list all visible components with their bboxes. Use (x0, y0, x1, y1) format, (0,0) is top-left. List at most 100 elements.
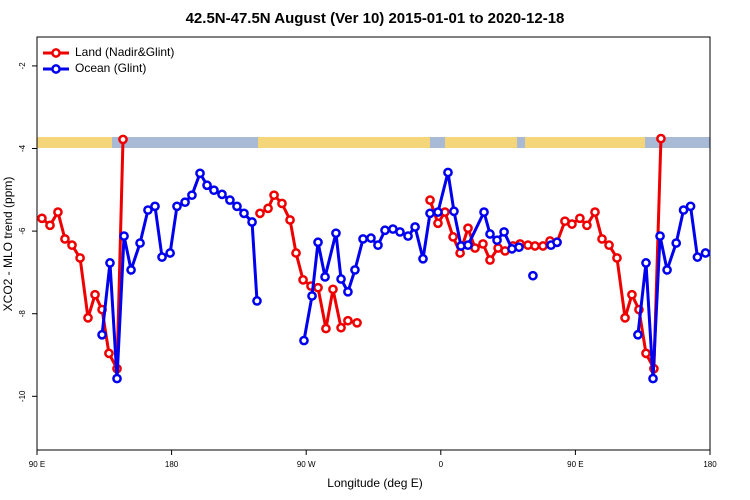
data-point (45, 220, 55, 231)
data-point (449, 206, 459, 217)
data-point (425, 195, 435, 205)
data-point (627, 289, 637, 300)
data-point (350, 265, 360, 275)
data-point (685, 201, 696, 212)
data-point (126, 265, 136, 275)
data-point (263, 203, 273, 214)
data-point (313, 237, 323, 248)
data-point (331, 228, 341, 239)
data-point (285, 215, 295, 225)
land-band (525, 137, 645, 148)
data-point (157, 252, 167, 262)
data-point (202, 180, 212, 191)
data-point (119, 231, 129, 241)
land-band (37, 137, 112, 148)
data-point (641, 348, 651, 359)
data-point (633, 329, 643, 340)
data-point (485, 255, 495, 265)
data-point (700, 248, 711, 258)
data-point (352, 317, 362, 328)
data-point (67, 240, 77, 251)
data-point (53, 207, 63, 217)
data-point (373, 240, 383, 251)
data-point (97, 329, 107, 340)
data-point (604, 240, 614, 251)
data-point (656, 133, 666, 144)
plot-frame (36, 36, 711, 451)
y-tick-label: -10 (18, 390, 27, 402)
data-point (366, 233, 376, 243)
data-point (418, 253, 428, 264)
legend-item: Land (Nadir&Glint) (43, 45, 174, 59)
data-point (328, 284, 338, 295)
x-tick-label: 90 W (297, 460, 316, 469)
chart-title: 42.5N-47.5N August (Ver 10) 2015-01-01 t… (186, 10, 565, 27)
data-point (433, 218, 443, 229)
data-point (277, 198, 287, 209)
data-point (538, 241, 548, 251)
surface-band (37, 137, 710, 148)
data-point (358, 234, 368, 244)
legend-label: Ocean (Glint) (75, 61, 146, 75)
data-point (75, 253, 85, 263)
data-point (195, 168, 205, 179)
data-point (60, 234, 70, 244)
data-point (410, 222, 420, 232)
data-point (239, 208, 249, 219)
data-point (150, 201, 160, 212)
data-point (678, 205, 689, 215)
data-point (655, 231, 665, 241)
data-point (105, 258, 115, 268)
data-point (217, 189, 227, 200)
data-point (463, 223, 473, 234)
legend-marker (51, 64, 61, 74)
data-point (648, 373, 658, 384)
series-line (636, 203, 707, 379)
data-point (83, 312, 93, 323)
data-point (225, 195, 235, 205)
data-point (112, 373, 122, 384)
data-point (641, 258, 651, 268)
x-tick-label: 90 E (567, 460, 583, 469)
data-point (313, 282, 323, 293)
data-point (247, 217, 257, 227)
data-point (135, 238, 145, 248)
data-point (492, 235, 502, 246)
data-point (567, 219, 577, 229)
data-point (209, 185, 219, 196)
data-point (118, 134, 128, 145)
x-tick-label: 90 E (29, 460, 45, 469)
data-point (104, 348, 114, 359)
data-point (395, 227, 405, 237)
data-point (479, 207, 489, 217)
data-point (320, 272, 330, 282)
land-band (445, 137, 517, 148)
data-point (478, 239, 488, 249)
data-point (336, 274, 346, 284)
data-point (485, 229, 495, 239)
data-point (433, 207, 443, 217)
y-tick-label: -2 (18, 62, 27, 70)
data-point (620, 312, 630, 323)
data-point (343, 286, 353, 297)
data-point (380, 225, 390, 236)
data-point (180, 197, 190, 208)
data-point (291, 248, 301, 258)
data-point (232, 201, 242, 212)
x-axis-label: Longitude (deg E) (327, 476, 422, 490)
data-point (172, 201, 182, 212)
data-point (575, 213, 585, 224)
y-tick-label: -6 (18, 227, 27, 235)
data-point (692, 252, 703, 262)
data-point (298, 274, 308, 285)
data-point (299, 335, 309, 346)
legend-marker (51, 48, 61, 58)
x-tick-label: 0 (439, 460, 444, 469)
data-point (403, 231, 413, 241)
y-tick-label: -8 (18, 310, 27, 318)
data-point (448, 232, 458, 242)
data-point (143, 205, 153, 215)
data-point (269, 190, 279, 201)
data-point (425, 208, 435, 219)
